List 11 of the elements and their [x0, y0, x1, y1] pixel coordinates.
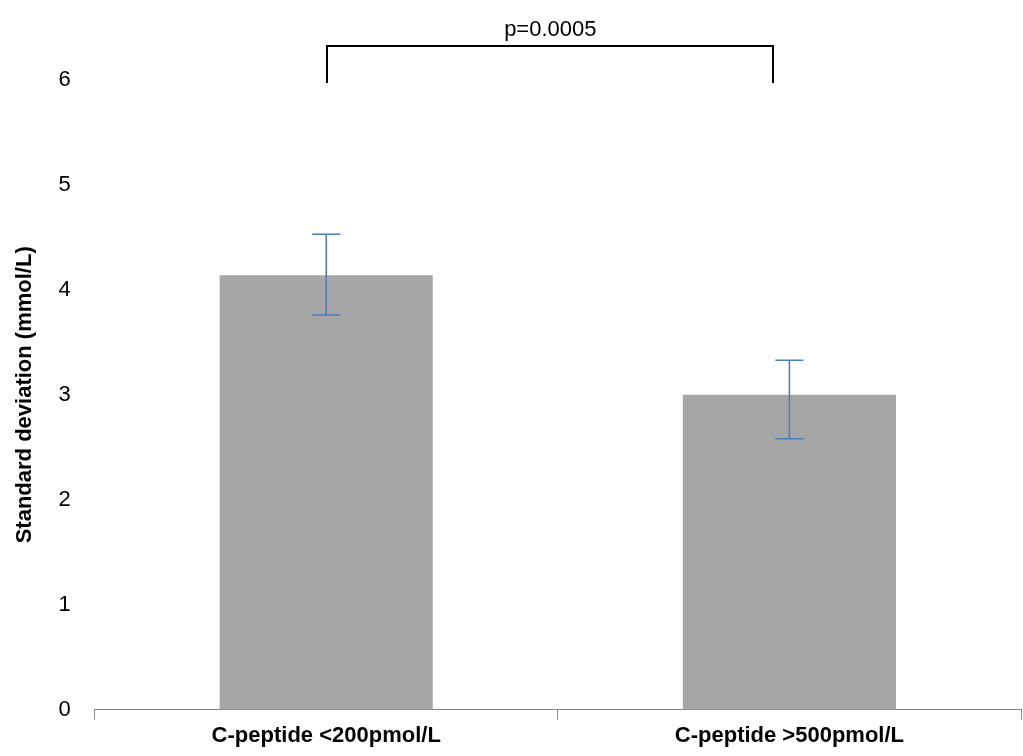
y-tick-label: 2 — [58, 485, 71, 511]
y-tick-label: 5 — [58, 171, 71, 196]
y-tick-label: 6 — [58, 66, 71, 92]
x-tick-label: C-peptide <200pmol/L — [211, 721, 441, 747]
x-tick-label: C-peptide >500pmol/L — [674, 721, 905, 747]
text: p=0.0005 — [504, 16, 597, 42]
y-tick-label: 3 — [58, 380, 71, 406]
y-axis-title: Standard deviation (mmol/L) — [11, 246, 37, 544]
y-tick-label: 4 — [58, 275, 71, 301]
y-tick-label: 0 — [58, 695, 71, 721]
y-tick-label: 1 — [58, 590, 71, 616]
